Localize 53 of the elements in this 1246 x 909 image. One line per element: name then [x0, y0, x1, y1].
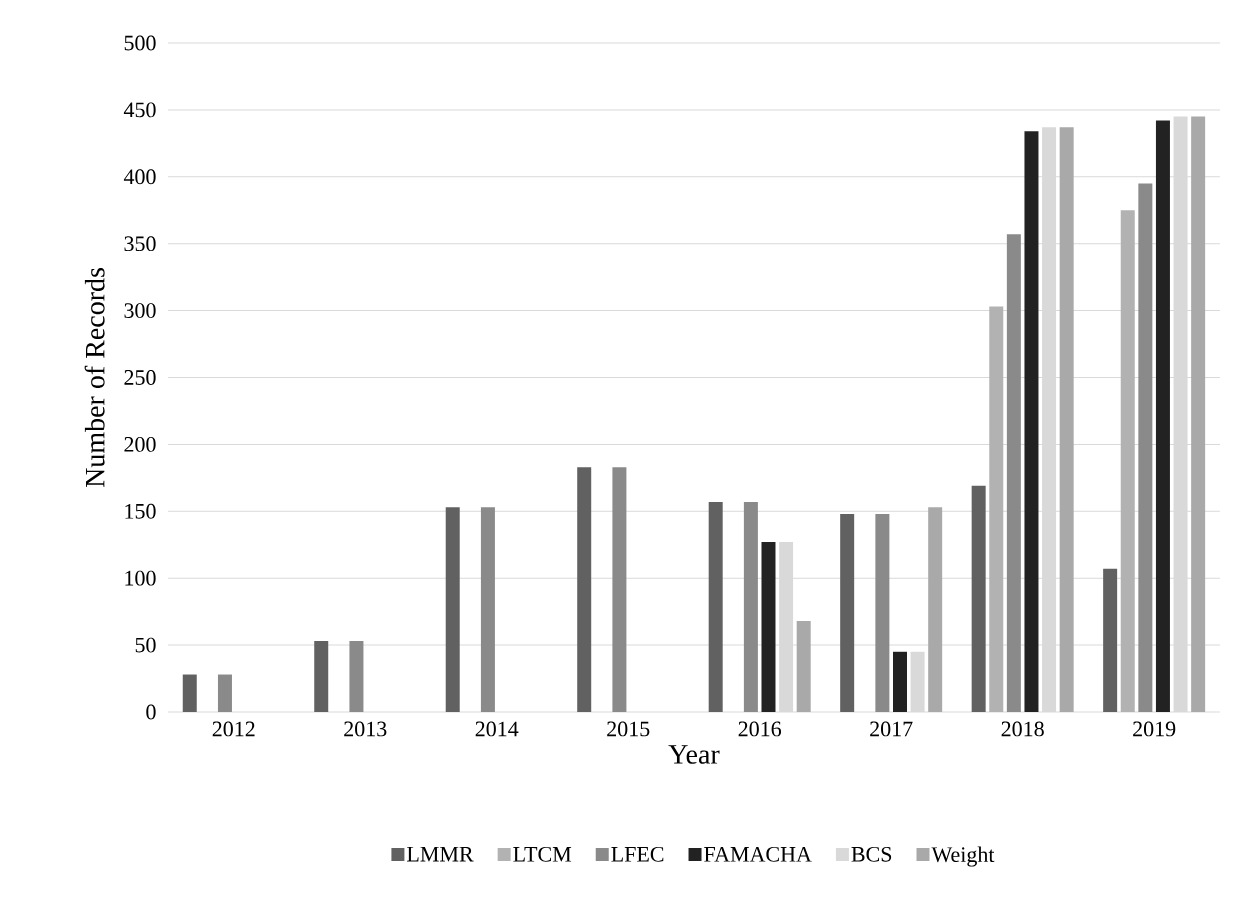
- legend-label: BCS: [851, 846, 892, 862]
- bar: [1103, 568, 1118, 712]
- bar: [1191, 116, 1206, 712]
- legend-label: LMMR: [407, 847, 474, 862]
- legend-label: Weight: [931, 846, 995, 867]
- bar: [761, 542, 776, 712]
- bar: [1138, 183, 1153, 712]
- x-tick-label: 2016: [738, 721, 782, 737]
- y-tick-label: 450: [123, 102, 156, 118]
- x-tick-label: 2015: [607, 721, 650, 737]
- legend-label: LTCM: [513, 846, 572, 862]
- bar: [708, 501, 723, 712]
- bar: [480, 507, 495, 712]
- legend-label: LFEC: [611, 846, 664, 862]
- y-tick-label: 200: [124, 436, 156, 452]
- y-tick-label: 400: [123, 169, 156, 185]
- x-axis-title: Year: [668, 745, 720, 764]
- bar: [1155, 120, 1170, 712]
- x-tick-label: 2014: [475, 721, 519, 737]
- x-tick-label: 2018: [1001, 721, 1044, 737]
- x-tick-label: 2013: [344, 721, 387, 737]
- bar: [577, 467, 592, 712]
- legend-label: FAMACHA: [704, 846, 812, 862]
- bar: [445, 507, 460, 712]
- bar: [840, 513, 855, 712]
- bar: [1059, 127, 1074, 712]
- bar: [971, 485, 986, 712]
- bar: [1024, 131, 1039, 712]
- y-tick-label: 350: [124, 236, 156, 252]
- y-tick-label: 150: [125, 503, 156, 519]
- bar: [1120, 210, 1135, 712]
- bar: [217, 674, 232, 712]
- x-tick-label: 2017: [870, 721, 913, 737]
- bar: [612, 467, 627, 712]
- y-axis-title: Number of Records: [84, 268, 105, 488]
- bar: [743, 501, 758, 712]
- bar: [1006, 234, 1021, 712]
- bar: [314, 641, 329, 712]
- bar: [989, 306, 1004, 712]
- x-tick-label: 2019: [1133, 721, 1176, 737]
- y-tick-label: 0: [146, 704, 156, 720]
- bar: [875, 513, 890, 712]
- bar: [349, 641, 364, 712]
- y-tick-label: 100: [125, 570, 156, 586]
- y-tick-label: 300: [124, 303, 156, 319]
- bar: [796, 621, 811, 712]
- bar: [892, 651, 907, 712]
- y-tick-label: 500: [124, 35, 156, 51]
- y-tick-label: 250: [124, 370, 156, 385]
- bar: [182, 674, 197, 712]
- bar: [928, 507, 943, 712]
- x-tick-label: 2012: [212, 721, 255, 737]
- y-tick-label: 50: [135, 637, 156, 653]
